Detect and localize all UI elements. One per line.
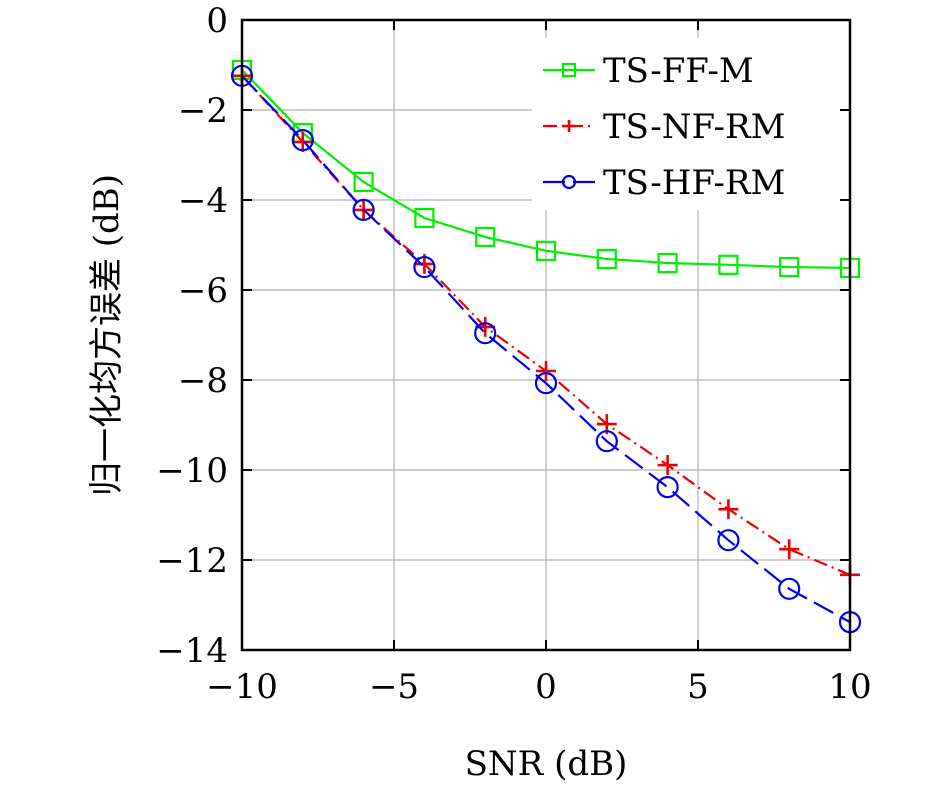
- y-axis-label: 归一化均方误差 (dB): [87, 174, 127, 496]
- series-line: [241, 69, 851, 270]
- marker-circle: [561, 174, 577, 190]
- marker-circle: [534, 372, 558, 395]
- series-layer: [230, 59, 862, 634]
- y-tick-label: −4: [178, 181, 228, 221]
- marker-plus: [292, 131, 313, 152]
- y-tick-label: −14: [156, 631, 228, 671]
- ticks: −10 −5 0 5 10 0 −2 −4 −6 −8 −10 −12 −14: [156, 1, 871, 707]
- marker-circle: [413, 255, 436, 279]
- legend-entry: TS-HF-RM: [543, 163, 785, 203]
- marker-square: [353, 171, 374, 193]
- y-tick-label: −6: [178, 271, 228, 311]
- legend-label: TS-NF-RM: [603, 107, 785, 147]
- marker-square: [596, 248, 617, 270]
- marker-circle: [474, 322, 497, 345]
- marker-circle: [595, 430, 618, 453]
- marker-plus: [563, 120, 575, 132]
- legend-entry: TS-NF-RM: [543, 107, 785, 147]
- x-tick-label: 10: [828, 667, 871, 707]
- marker-circle: [778, 577, 801, 600]
- marker-circle: [656, 476, 679, 499]
- marker-square: [535, 240, 557, 261]
- x-tick-label: −10: [206, 667, 278, 707]
- marker-square: [657, 252, 678, 274]
- legend-entry: TS-FF-M: [543, 51, 754, 91]
- marker-plus: [536, 361, 556, 381]
- x-tick-label: 0: [535, 667, 557, 707]
- marker-plus: [657, 455, 678, 476]
- x-axis-label: SNR (dB): [465, 744, 628, 784]
- marker-circle: [352, 198, 375, 221]
- y-tick-label: −12: [156, 541, 228, 581]
- marker-circle: [717, 529, 740, 552]
- y-tick-label: 0: [206, 1, 228, 41]
- marker-square: [779, 256, 800, 278]
- series-line: [241, 75, 851, 624]
- marker-plus: [718, 499, 739, 520]
- y-tick-label: −10: [156, 451, 228, 491]
- marker-square: [414, 207, 435, 229]
- y-tick-label: −8: [178, 361, 228, 401]
- y-tick-label: −2: [178, 91, 228, 131]
- legend-label: TS-HF-RM: [603, 163, 785, 203]
- legend: TS-FF-M TS-NF-RM TS-HF-RM: [532, 38, 840, 210]
- legend-label: TS-FF-M: [603, 51, 754, 91]
- x-tick-label: 5: [687, 667, 709, 707]
- marker-square: [561, 62, 577, 78]
- marker-square: [475, 226, 496, 247]
- x-tick-label: −5: [369, 667, 419, 707]
- marker-circle: [291, 129, 314, 152]
- series-ts-hf-rm: [230, 64, 862, 634]
- marker-plus: [779, 539, 800, 560]
- marker-square: [718, 254, 739, 275]
